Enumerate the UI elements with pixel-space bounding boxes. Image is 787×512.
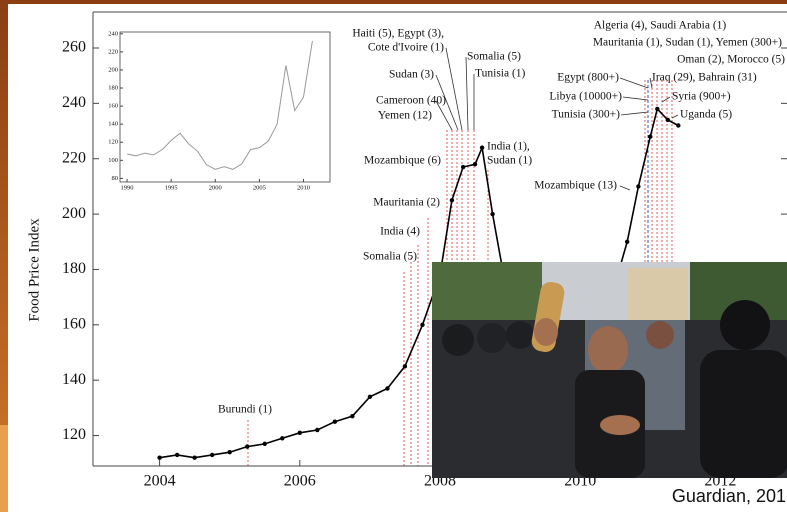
y-tick-label: 200: [108, 66, 118, 73]
annotation: Egypt (800+): [557, 72, 619, 84]
annotation: Iraq (29), Bahrain (31): [652, 72, 757, 84]
annotation: India (1),: [487, 141, 530, 153]
data-line: [159, 107, 679, 459]
pointer-line: [435, 74, 459, 131]
annotation: Syria (900+): [672, 91, 731, 103]
x-tick-label: 1990: [121, 184, 134, 191]
caption: Guardian, 201: [672, 486, 786, 506]
data-point: [402, 364, 408, 369]
y-tick-label: 100: [108, 157, 118, 164]
data-point: [297, 430, 302, 435]
y-tick-label: 200: [62, 205, 86, 222]
annotation: India (4): [380, 226, 420, 238]
data-point: [665, 117, 671, 123]
data-point: [227, 449, 232, 455]
y-tick-label: 180: [62, 260, 86, 277]
y-tick-label: 120: [62, 426, 86, 443]
annotation: Yemen (12): [378, 110, 432, 122]
data-point: [350, 413, 355, 419]
pointer-line: [671, 114, 679, 119]
inset-frame: [119, 31, 331, 183]
pointer-line: [620, 111, 649, 116]
annotation: Libya (10000+): [549, 91, 622, 103]
data-point: [490, 211, 495, 217]
y-tick-label: 240: [62, 94, 86, 111]
y-tick-label: 140: [62, 371, 86, 388]
x-tick-label: 2000: [209, 184, 222, 191]
data-point: [449, 198, 455, 203]
data-point: [209, 452, 215, 458]
annotation: Tunisia (300+): [552, 109, 621, 121]
data-point: [420, 322, 425, 328]
data-line: [126, 40, 313, 170]
y-tick-label: 240: [108, 30, 118, 37]
data-point: [472, 162, 478, 167]
annotation: Burundi (1): [218, 404, 272, 416]
slide-accent: [0, 425, 8, 512]
data-point: [262, 441, 267, 447]
data-point: [192, 455, 197, 460]
data-point: [245, 444, 250, 449]
data-point: [332, 419, 338, 424]
data-point: [315, 427, 320, 433]
pointer-line: [649, 77, 653, 89]
annotation: Mauritania (2): [373, 197, 440, 209]
y-tick-label: 220: [62, 149, 86, 166]
y-tick-label: 160: [108, 103, 118, 110]
pointer-line: [435, 100, 453, 131]
annotation: Tunisia (1): [475, 68, 526, 80]
data-point: [624, 239, 630, 244]
inset-chart: 80 100 120 140 160 180 200 220 240 1990 1995 2000 20…: [108, 30, 331, 191]
annotation: Cameroon (40): [376, 95, 446, 107]
x-tick-label: 2004: [144, 473, 176, 490]
y-tick-label: 140: [108, 121, 118, 128]
data-point: [385, 386, 390, 391]
y-tick-label: 160: [62, 315, 86, 332]
data-point: [479, 145, 485, 150]
data-point: [648, 134, 653, 139]
annotation: Sudan (3): [389, 69, 434, 81]
annotation: Mozambique (6): [364, 155, 441, 167]
pointer-line: [445, 47, 463, 131]
x-tick-label: 1995: [165, 184, 178, 191]
annotation: Oman (2), Morocco (5): [677, 54, 785, 66]
x-tick-label: 2010: [297, 184, 310, 191]
data-point: [636, 184, 641, 189]
annotation: Mozambique (13): [534, 180, 617, 192]
data-point: [655, 106, 660, 112]
data-point: [174, 452, 180, 458]
y-tick-label: 180: [108, 85, 118, 92]
x-tick-label: 2006: [284, 473, 316, 490]
pointer-line: [465, 56, 469, 131]
data-point: [460, 164, 466, 170]
y-tick-label: 80: [112, 175, 119, 182]
pointer-line: [619, 185, 631, 191]
annotation: Sudan (1): [487, 155, 532, 167]
pointer-line: [619, 77, 649, 89]
annotation: Somalia (5): [363, 251, 417, 263]
annotation: Algeria (4), Saudi Arabia (1): [594, 20, 727, 32]
photo: [432, 262, 787, 478]
annotation: Somalia (5): [467, 51, 521, 63]
annotation: Mauritania (1), Sudan (1), Yemen (300+): [593, 37, 782, 49]
data-point: [157, 455, 162, 460]
annotation: Haiti (5), Egypt (3),: [352, 28, 444, 40]
annotation: Cote d'Ivoire (1): [368, 42, 444, 54]
y-tick-label: 120: [108, 139, 118, 146]
pointer-line: [622, 96, 649, 101]
data-point: [676, 123, 681, 128]
x-tick-label: 2005: [253, 184, 266, 191]
y-tick-label: 260: [62, 39, 86, 56]
y-axis-label: Food Price Index: [26, 218, 42, 322]
annotation: Uganda (5): [680, 109, 732, 121]
data-point: [367, 394, 373, 399]
pointer-line: [661, 96, 671, 103]
y-tick-label: 220: [108, 48, 118, 55]
data-point: [280, 436, 285, 441]
